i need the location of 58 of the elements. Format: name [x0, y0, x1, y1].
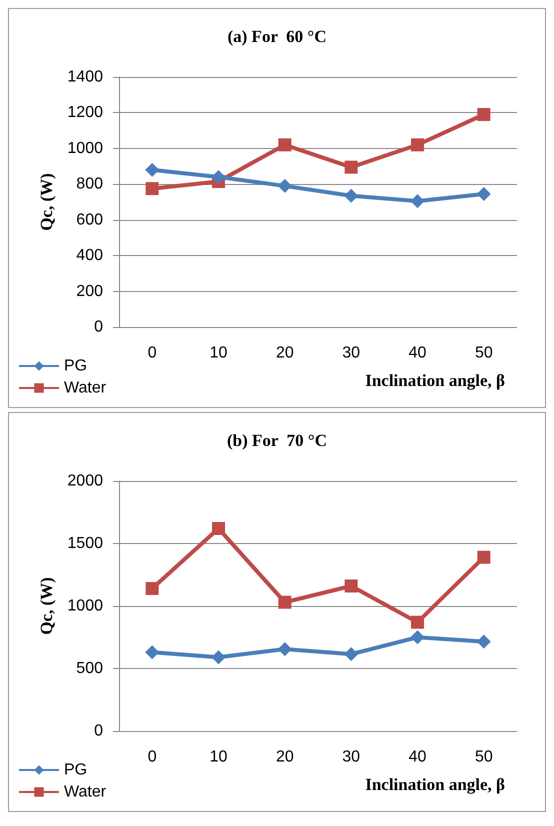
y-axis-title: Qc, (W) [37, 577, 56, 635]
x-tick-label: 40 [408, 344, 426, 362]
chart-title: (a) For 60 °C [227, 27, 327, 46]
x-tick-label: 30 [342, 748, 360, 766]
x-axis-title: Inclination angle, β [365, 775, 506, 794]
x-tick-label: 40 [408, 748, 426, 766]
x-tick-label: 20 [276, 748, 294, 766]
point [477, 550, 490, 564]
x-tick-label: 50 [474, 748, 493, 766]
point [410, 194, 424, 208]
point [476, 634, 491, 649]
x-tick-label: 10 [210, 748, 228, 766]
point [278, 642, 292, 656]
x-axis-title: Inclination angle, β [365, 371, 506, 390]
y-axis-title: Qc, (W) [37, 173, 56, 231]
point [477, 108, 490, 121]
point [344, 160, 358, 174]
y-tick-label: 1200 [67, 104, 104, 122]
point [278, 178, 292, 193]
y-tick-label: 500 [76, 660, 104, 677]
y-tick-label: 800 [76, 176, 104, 193]
x-tick-label: 0 [148, 344, 157, 362]
y-tick-label: 1000 [67, 598, 104, 614]
y-tick-label: 600 [76, 211, 104, 228]
x-tick-label: 10 [210, 344, 228, 362]
point [145, 645, 160, 660]
legend-label: PG [64, 762, 88, 778]
legend-label: Water [64, 380, 107, 396]
x-tick-label: 30 [342, 344, 360, 362]
point [410, 630, 424, 644]
y-tick-label: 1400 [67, 68, 104, 86]
legend-label: Water [64, 784, 107, 800]
y-tick-label: 0 [94, 722, 104, 740]
x-tick-label: 20 [276, 344, 294, 362]
point [212, 170, 226, 184]
point [344, 580, 358, 592]
point [212, 522, 225, 535]
chart-title: (b) For 70 °C [227, 431, 327, 450]
y-tick-label: 0 [94, 318, 104, 336]
y-tick-label: 1500 [67, 535, 104, 552]
y-tick-label: 400 [76, 247, 104, 264]
point [278, 138, 292, 152]
point [476, 186, 491, 201]
y-tick-label: 200 [76, 282, 104, 300]
point [146, 582, 159, 595]
point [344, 188, 358, 203]
point [146, 182, 159, 196]
point [278, 596, 292, 609]
x-tick-label: 0 [148, 748, 157, 766]
point [411, 616, 424, 629]
y-tick-label: 1000 [67, 140, 104, 157]
x-tick-label: 50 [474, 344, 493, 362]
point [411, 138, 424, 152]
point [145, 162, 160, 177]
point [344, 647, 358, 662]
point [212, 650, 226, 664]
legend-label: PG [64, 358, 88, 374]
y-tick-label: 2000 [67, 472, 104, 490]
